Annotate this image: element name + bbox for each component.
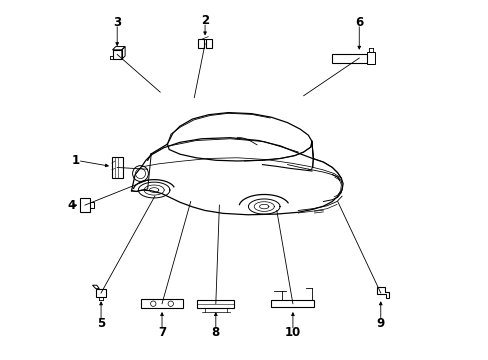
Text: 10: 10	[284, 326, 301, 339]
Text: 4: 4	[67, 199, 76, 212]
Text: 7: 7	[158, 326, 166, 339]
Bar	[112, 50, 122, 59]
Bar	[271, 301, 314, 307]
Bar	[141, 299, 183, 308]
Bar	[198, 39, 204, 48]
Bar	[332, 54, 366, 63]
Text: 2: 2	[201, 14, 209, 27]
Bar	[80, 198, 90, 212]
Bar	[197, 300, 234, 308]
Bar	[366, 52, 374, 64]
Text: 8: 8	[211, 326, 220, 339]
Bar	[96, 289, 106, 297]
Bar	[112, 157, 122, 178]
Bar	[90, 202, 93, 208]
Text: 6: 6	[354, 16, 363, 29]
Text: 3: 3	[113, 16, 121, 29]
Text: 5: 5	[97, 317, 105, 330]
Text: 1: 1	[72, 154, 80, 167]
Text: 9: 9	[376, 317, 384, 330]
Bar	[205, 39, 212, 48]
